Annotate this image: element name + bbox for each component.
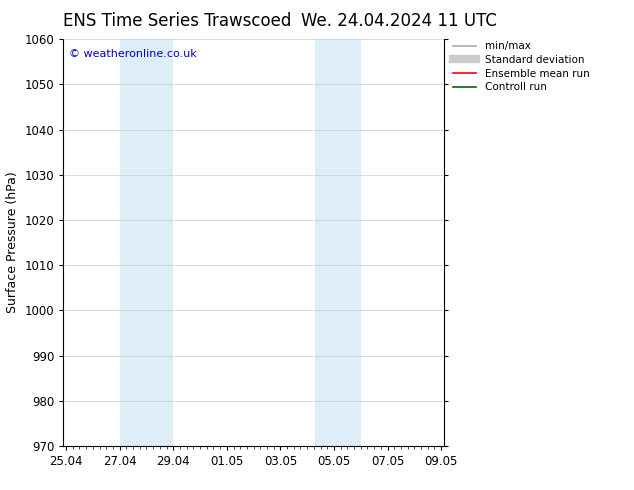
Bar [120,39,173,446]
Text: ENS Time Series Trawscoed: ENS Time Series Trawscoed [63,12,292,30]
Legend: min/max, Standard deviation, Ensemble mean run, Controll run: min/max, Standard deviation, Ensemble me… [451,39,592,94]
Y-axis label: Surface Pressure (hPa): Surface Pressure (hPa) [6,172,19,314]
Text: We. 24.04.2024 11 UTC: We. 24.04.2024 11 UTC [302,12,497,30]
Text: © weatheronline.co.uk: © weatheronline.co.uk [69,49,197,59]
Bar [315,39,361,446]
